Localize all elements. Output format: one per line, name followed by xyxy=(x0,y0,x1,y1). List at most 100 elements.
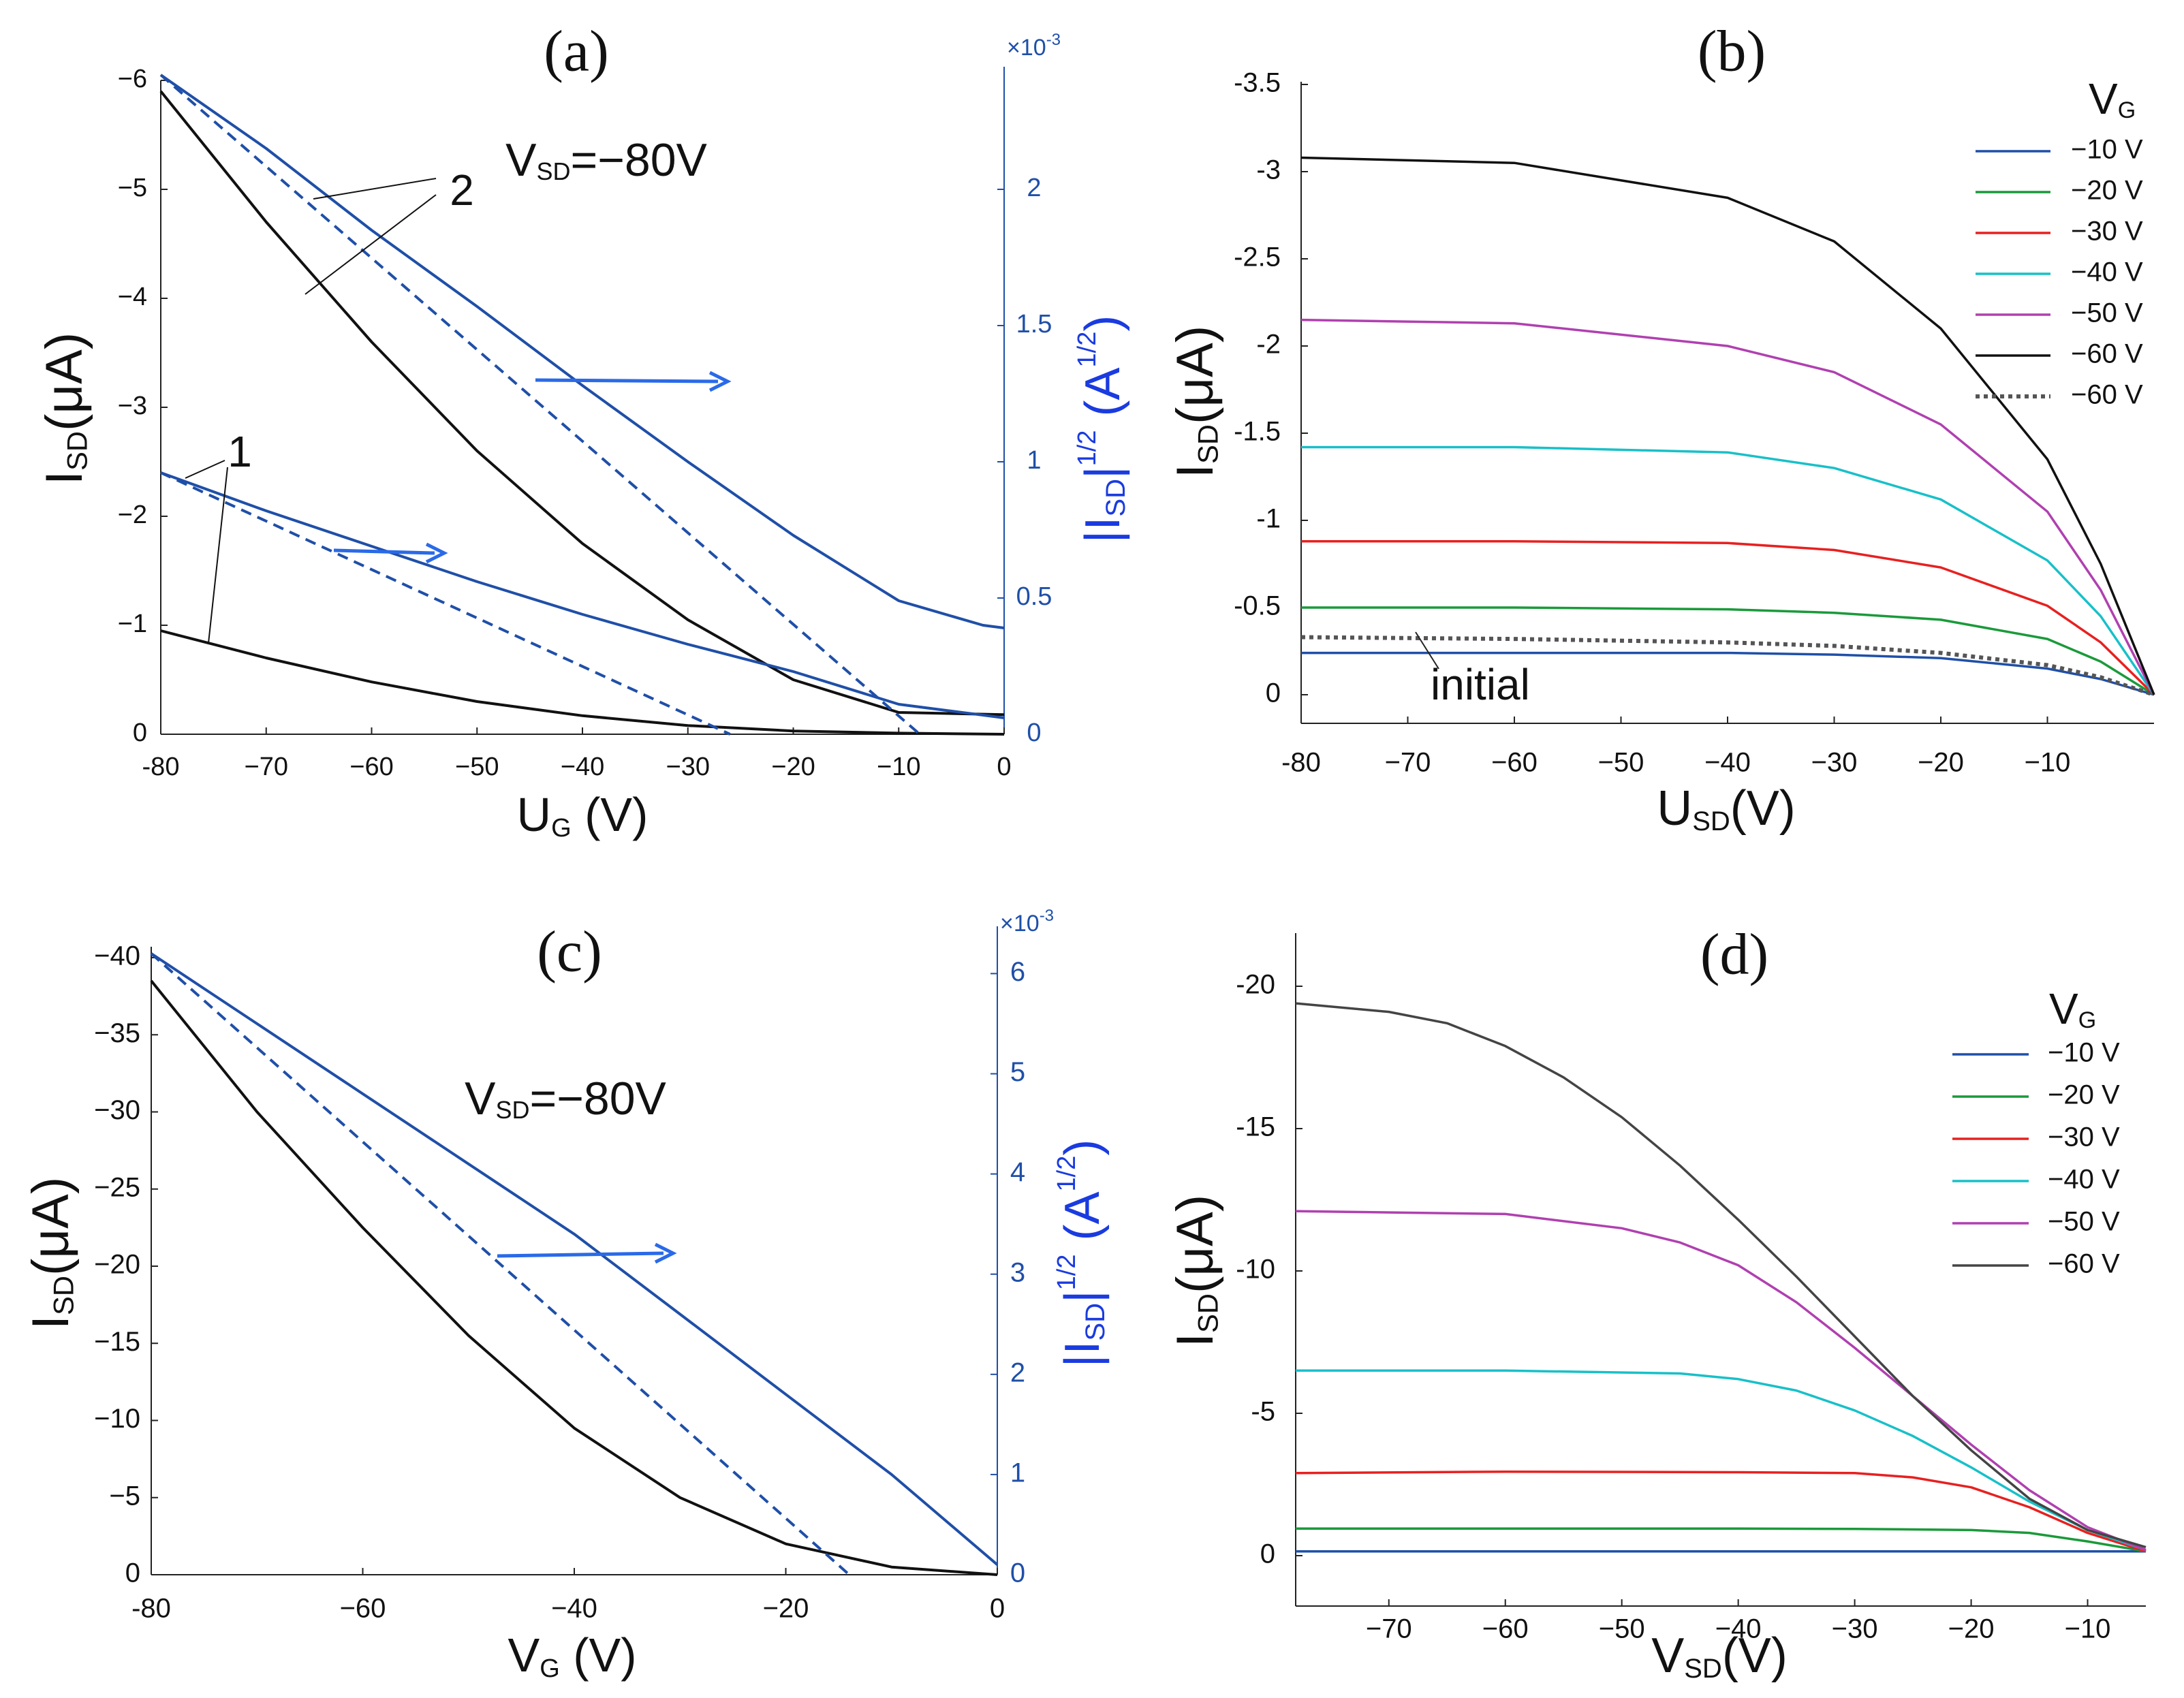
x-tick-label: −30 xyxy=(666,753,710,781)
x-tick-label: −20 xyxy=(763,1594,809,1624)
x-tick-label: −10 xyxy=(2065,1614,2111,1644)
y-right-tick-label: 1 xyxy=(1010,1458,1025,1488)
legend-label: −60 V xyxy=(2071,380,2143,410)
series-line xyxy=(159,74,921,736)
y-right-tick-label: 4 xyxy=(1010,1157,1025,1187)
arrow-head xyxy=(654,1242,677,1264)
y-tick-label: -15 xyxy=(1236,1112,1275,1142)
y-axis-label: ISD(μA) xyxy=(35,332,93,485)
x-tick-label: −20 xyxy=(1948,1614,1995,1644)
x-tick-label: 0 xyxy=(990,1594,1005,1624)
x-tick-label: −10 xyxy=(2025,748,2071,778)
x-tick-label: −20 xyxy=(1918,748,1964,778)
legend-label: −30 V xyxy=(2071,217,2143,247)
series-line xyxy=(1301,445,2155,695)
x-tick-label: −50 xyxy=(455,753,499,781)
y-tick-label: 0 xyxy=(125,1558,140,1588)
x-tick-label: -80 xyxy=(131,1594,171,1624)
series-line xyxy=(160,629,1005,736)
y-tick-label: 0 xyxy=(1266,678,1281,708)
legend-title: VG xyxy=(2089,74,2136,123)
legend-label: −10 V xyxy=(2048,1038,2120,1068)
y-tick-label: -0.5 xyxy=(1234,591,1281,621)
panel-a: -80 −70 −60 −50 −40 −30 −20 −10 00−1−2−3−4−5−600… xyxy=(35,18,1130,843)
right-axis-exponent: ×10-3 xyxy=(1000,907,1054,937)
series-line xyxy=(1300,156,2155,695)
series-line xyxy=(1301,651,2155,696)
y-tick-label: −4 xyxy=(118,283,147,311)
legend-title: VG xyxy=(2049,984,2096,1033)
y-tick-label: −5 xyxy=(109,1481,140,1511)
series-line xyxy=(159,74,1005,629)
series-line xyxy=(150,952,999,1566)
panel-b: -80 −70 −60 −50 −40 −30 −20 −10 0 -0.5 -1 -1.5 -2 -2.… xyxy=(1166,18,2155,836)
x-tick-label: −40 xyxy=(561,753,604,781)
series-line xyxy=(1295,1002,2147,1549)
y-right-tick-label: 2 xyxy=(1027,174,1041,202)
series-line xyxy=(150,979,998,1576)
x-tick-label: −70 xyxy=(1385,748,1431,778)
legend-label: −60 V xyxy=(2048,1249,2120,1279)
y-tick-label: −35 xyxy=(94,1018,140,1048)
leader-2a xyxy=(313,178,437,200)
leader-2b xyxy=(305,194,437,295)
y-tick-label: −30 xyxy=(94,1095,140,1125)
y-right-axis-label: |ISD|1/2 (A1/2) xyxy=(1052,1139,1110,1368)
legend-label: −40 V xyxy=(2071,257,2143,287)
x-tick-label: −60 xyxy=(340,1594,386,1624)
vsd-annotation: VSD=−80V xyxy=(465,1073,666,1125)
y-axis-label: ISD(μA) xyxy=(22,1177,80,1330)
legend-label: −20 V xyxy=(2071,176,2143,206)
leader-1a xyxy=(185,460,225,479)
y-right-tick-label: 0.5 xyxy=(1016,582,1052,611)
arrow-1-shaft xyxy=(333,548,435,555)
series-line xyxy=(1295,1470,2147,1553)
y-right-tick-label: 2 xyxy=(1010,1357,1025,1387)
y-tick-label: -10 xyxy=(1236,1255,1275,1285)
x-tick-label: −40 xyxy=(1704,748,1751,778)
y-tick-label: 0 xyxy=(133,719,147,747)
right-axis-exponent: ×10-3 xyxy=(1007,31,1061,61)
series-line xyxy=(150,952,850,1576)
arrow-shaft xyxy=(497,1251,664,1258)
y-tick-label: -1 xyxy=(1256,504,1281,534)
arrow-2-head xyxy=(708,371,732,392)
series-line xyxy=(160,471,1005,719)
y-tick-label: −2 xyxy=(118,501,147,529)
panel-label: (d) xyxy=(1700,922,1768,987)
series-line xyxy=(1300,318,2155,695)
y-right-tick-label: 1 xyxy=(1027,446,1041,475)
x-tick-label: −70 xyxy=(245,753,288,781)
x-axis-label: USD(V) xyxy=(1657,781,1796,836)
series-line xyxy=(1296,1369,2147,1552)
y-axis-label: ISD(μA) xyxy=(1166,326,1224,478)
y-right-tick-label: 0 xyxy=(1027,719,1041,747)
vsd-annotation: VSD=−80V xyxy=(505,134,707,186)
x-tick-label: −60 xyxy=(1491,748,1538,778)
y-tick-label: −25 xyxy=(94,1172,140,1202)
legend-label: −60 V xyxy=(2071,339,2143,369)
curve-label-1: 1 xyxy=(228,427,252,476)
y-tick-label: −1 xyxy=(118,610,147,638)
y-right-axis-label: |ISD|1/2 (A1/2) xyxy=(1073,315,1131,544)
legend-label: −10 V xyxy=(2071,135,2143,165)
x-tick-label: −20 xyxy=(771,753,815,781)
y-tick-label: -2 xyxy=(1256,330,1281,360)
series-line xyxy=(160,471,731,736)
x-tick-label: −30 xyxy=(1811,748,1858,778)
y-right-tick-label: 1.5 xyxy=(1016,310,1052,339)
y-tick-label: −5 xyxy=(118,174,147,202)
y-tick-label: -3 xyxy=(1256,155,1281,185)
y-right-tick-label: 5 xyxy=(1010,1057,1025,1087)
y-tick-label: −3 xyxy=(118,392,147,420)
y-tick-label: -20 xyxy=(1236,970,1275,1000)
x-tick-label: −60 xyxy=(1482,1614,1529,1644)
x-tick-label: -80 xyxy=(1281,748,1321,778)
series-line xyxy=(1300,635,2155,697)
x-tick-label: −10 xyxy=(877,753,920,781)
x-tick-label: −40 xyxy=(1715,1614,1762,1644)
y-tick-label: -2.5 xyxy=(1234,242,1281,272)
panel-d: −70 −60 −50 −40 −30 −20 −10 0 -5 -10 -15 -20 VG −10 V… xyxy=(1166,922,2147,1684)
series-line xyxy=(1301,606,2155,696)
panel-label: (b) xyxy=(1698,18,1766,84)
